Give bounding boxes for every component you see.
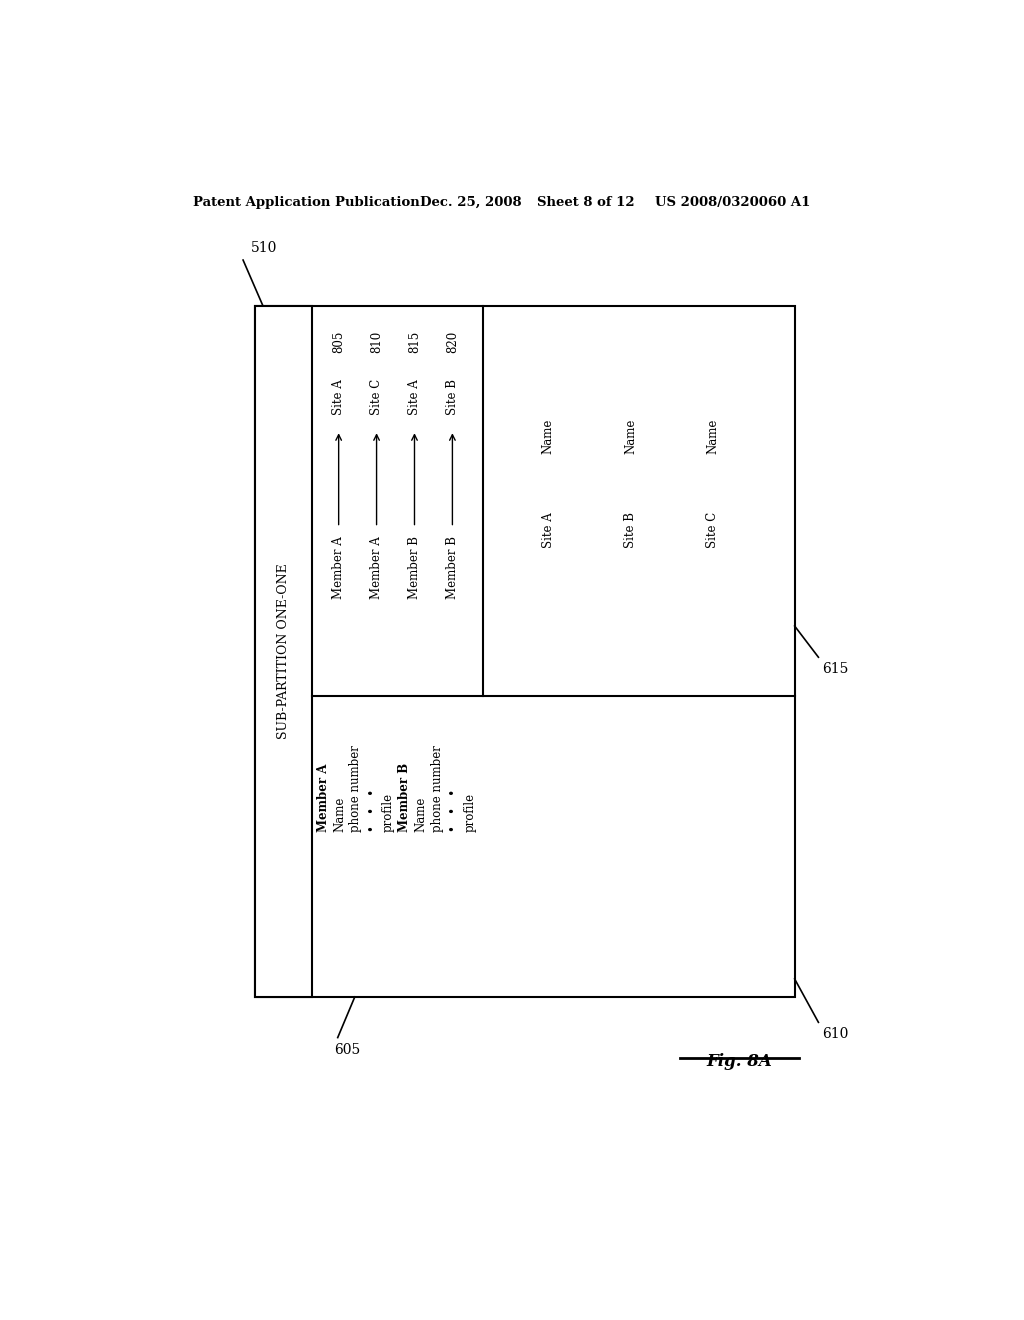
Text: profile: profile <box>382 792 395 832</box>
Text: Member B: Member B <box>408 536 421 599</box>
Text: phone number: phone number <box>431 744 443 832</box>
Text: Dec. 25, 2008: Dec. 25, 2008 <box>420 195 521 209</box>
Text: Patent Application Publication: Patent Application Publication <box>194 195 420 209</box>
Text: US 2008/0320060 A1: US 2008/0320060 A1 <box>655 195 810 209</box>
Text: 610: 610 <box>822 1027 849 1041</box>
Text: Member A: Member A <box>332 536 345 599</box>
Text: Site C: Site C <box>707 512 719 548</box>
Text: Member B: Member B <box>445 536 459 599</box>
Text: SUB-PARTITION ONE-ONE: SUB-PARTITION ONE-ONE <box>278 564 290 739</box>
Text: 805: 805 <box>332 330 345 352</box>
Text: Fig. 8A: Fig. 8A <box>707 1053 772 1069</box>
Bar <box>255 306 312 997</box>
Text: Name: Name <box>333 796 346 832</box>
Text: •   •   •: • • • <box>366 788 379 832</box>
Text: 615: 615 <box>822 663 849 676</box>
Text: Name: Name <box>624 418 637 454</box>
Text: 810: 810 <box>370 330 383 352</box>
Text: 820: 820 <box>445 330 459 352</box>
Text: Member B: Member B <box>398 763 412 832</box>
Text: Member A: Member A <box>317 763 330 832</box>
Text: Site A: Site A <box>542 512 555 548</box>
Text: •   •   •: • • • <box>447 788 460 832</box>
Text: Name: Name <box>542 418 555 454</box>
Text: Site B: Site B <box>624 512 637 548</box>
Bar <box>255 306 795 997</box>
Text: Name: Name <box>707 418 719 454</box>
Text: profile: profile <box>463 792 476 832</box>
Text: 815: 815 <box>408 330 421 352</box>
Text: Name: Name <box>415 796 427 832</box>
Text: Sheet 8 of 12: Sheet 8 of 12 <box>538 195 635 209</box>
Text: 510: 510 <box>251 242 278 255</box>
Text: phone number: phone number <box>349 744 362 832</box>
Text: Site A: Site A <box>408 379 421 414</box>
Text: Member A: Member A <box>370 536 383 599</box>
Text: Site A: Site A <box>332 379 345 414</box>
Text: 605: 605 <box>334 1043 360 1057</box>
Text: Site C: Site C <box>370 379 383 414</box>
Text: Site B: Site B <box>445 379 459 414</box>
